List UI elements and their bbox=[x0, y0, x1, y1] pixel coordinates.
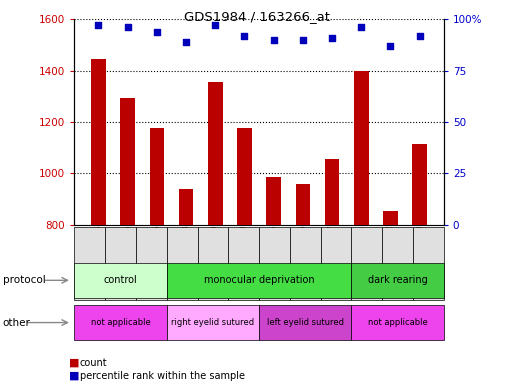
Point bbox=[269, 37, 278, 43]
Bar bbox=[412, 144, 427, 225]
Text: protocol: protocol bbox=[3, 275, 45, 285]
Point bbox=[94, 22, 103, 28]
Text: dark rearing: dark rearing bbox=[368, 275, 427, 285]
Text: not applicable: not applicable bbox=[91, 318, 150, 327]
Text: count: count bbox=[80, 358, 107, 368]
Text: GDS1984 / 163266_at: GDS1984 / 163266_at bbox=[184, 10, 329, 23]
Text: not applicable: not applicable bbox=[368, 318, 427, 327]
Text: left eyelid sutured: left eyelid sutured bbox=[267, 318, 344, 327]
Point bbox=[153, 28, 161, 35]
Bar bbox=[266, 177, 281, 225]
Point bbox=[241, 33, 249, 39]
Text: control: control bbox=[104, 275, 137, 285]
Bar bbox=[354, 71, 368, 225]
Point bbox=[299, 37, 307, 43]
Text: other: other bbox=[3, 318, 30, 328]
Bar bbox=[91, 59, 106, 225]
Point bbox=[416, 33, 424, 39]
Bar bbox=[150, 128, 164, 225]
Bar bbox=[208, 82, 223, 225]
Point bbox=[328, 35, 336, 41]
Text: monocular deprivation: monocular deprivation bbox=[204, 275, 314, 285]
Point bbox=[386, 43, 394, 49]
Point bbox=[124, 24, 132, 30]
Bar bbox=[383, 210, 398, 225]
Text: percentile rank within the sample: percentile rank within the sample bbox=[80, 371, 245, 381]
Text: ■: ■ bbox=[69, 371, 80, 381]
Bar bbox=[179, 189, 193, 225]
Text: ■: ■ bbox=[69, 358, 80, 368]
Text: right eyelid sutured: right eyelid sutured bbox=[171, 318, 254, 327]
Bar bbox=[295, 184, 310, 225]
Point bbox=[357, 24, 365, 30]
Bar bbox=[325, 159, 340, 225]
Point bbox=[182, 39, 190, 45]
Bar bbox=[237, 128, 252, 225]
Bar bbox=[121, 98, 135, 225]
Point bbox=[211, 22, 220, 28]
